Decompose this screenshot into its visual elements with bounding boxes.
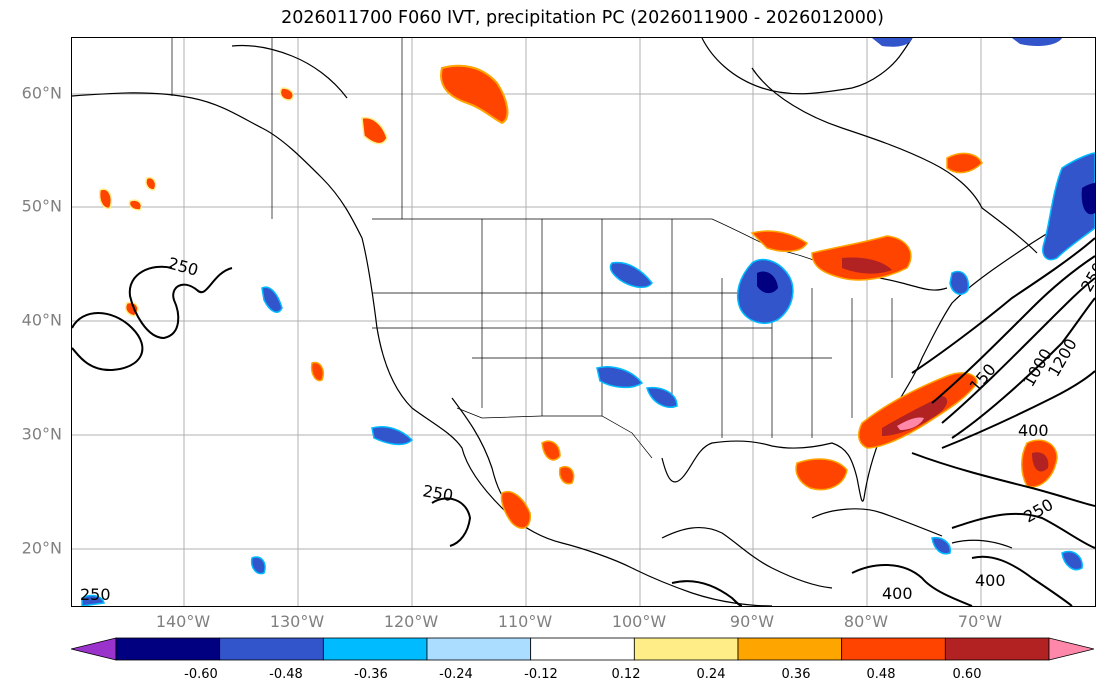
lon-label-80w: 80°W <box>843 612 889 631</box>
contour-label: 250 <box>421 481 454 505</box>
colorbar-tick: 0.12 <box>611 667 641 682</box>
colorbar-extend-max <box>1048 637 1094 661</box>
colorbar-tick: -0.48 <box>269 667 303 682</box>
colorbar-segment <box>633 637 739 661</box>
lat-label-50n: 50°N <box>21 196 62 216</box>
political-borders <box>171 38 893 459</box>
ivt-contours <box>72 237 1095 606</box>
lon-label-70w: 70°W <box>957 612 1003 631</box>
lat-label-40n: 40°N <box>21 310 62 330</box>
colorbar-segment <box>841 637 946 661</box>
lon-label-140w: 140°W <box>155 612 211 631</box>
colorbar-segment <box>530 637 635 661</box>
lon-label-120w: 120°W <box>383 612 439 631</box>
colorbar-tick: -0.12 <box>524 667 558 682</box>
lon-label-100w: 100°W <box>611 612 667 631</box>
colorbar-segment <box>322 637 428 661</box>
lon-label-130w: 130°W <box>269 612 325 631</box>
contour-label: 400 <box>975 571 1006 590</box>
colorbar-tick: -0.24 <box>439 667 473 682</box>
contour-label: 250 <box>80 585 111 604</box>
contour-label: 400 <box>882 584 913 603</box>
lat-label-60n: 60°N <box>21 83 62 103</box>
colorbar-extend-min <box>71 637 117 661</box>
lat-label-30n: 30°N <box>21 424 62 444</box>
coastlines <box>72 38 1095 606</box>
contour-label: 400 <box>1018 421 1049 440</box>
contour-label: 250 <box>166 254 200 280</box>
contour-label: 250 <box>1021 495 1057 527</box>
colorbar-segment <box>944 637 1050 661</box>
colorbar-tick: 0.60 <box>952 667 982 682</box>
colorbar-tick: 0.24 <box>696 667 726 682</box>
colorbar-tick: 0.36 <box>781 667 811 682</box>
colorbar-tick: 0.48 <box>866 667 896 682</box>
colorbar-tick: -0.36 <box>354 667 388 682</box>
colorbar-segment <box>219 637 324 661</box>
map-title: 2026011700 F060 IVT, precipitation PC (2… <box>281 8 884 28</box>
precip-negative <box>81 38 1095 606</box>
graticule <box>72 38 1095 606</box>
lon-label-110w: 110°W <box>497 612 553 631</box>
colorbar-segment <box>426 637 532 661</box>
precip-positive <box>98 64 1058 529</box>
colorbar-segment <box>115 637 221 661</box>
colorbar-segment <box>737 637 843 661</box>
colorbar-tick: -0.60 <box>184 667 218 682</box>
contour-label: 250 <box>1077 259 1095 295</box>
lon-label-90w: 90°W <box>729 612 775 631</box>
lat-label-20n: 20°N <box>21 538 62 558</box>
colorbar <box>71 637 1094 661</box>
map-canvas: 250 250 250 250 400 400 400 250 1000 120… <box>72 38 1095 606</box>
map-panel: 250 250 250 250 400 400 400 250 1000 120… <box>71 37 1096 607</box>
